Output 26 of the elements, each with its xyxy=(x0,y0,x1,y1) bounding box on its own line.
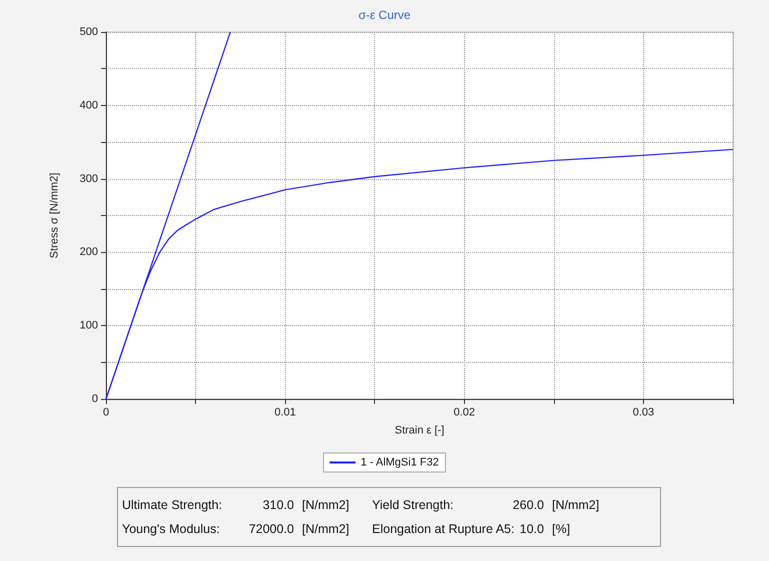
y-tick-label: 0 xyxy=(92,393,98,405)
legend-label: 1 - AlMgSi1 F32 xyxy=(360,456,439,468)
text: [N/mm2] xyxy=(552,498,600,512)
y-tick-label: 400 xyxy=(80,99,98,112)
text: [%] xyxy=(552,522,572,536)
x-tick-label: 0.03 xyxy=(632,406,654,418)
x-tick-label: 0 xyxy=(102,406,110,418)
text: Elongation at Rupture A5: xyxy=(372,522,514,536)
y-tick-label: 500 xyxy=(80,26,98,38)
x-tick-label: 0.01 xyxy=(274,406,296,418)
text: 260.0 xyxy=(512,498,545,512)
chart-title: σ-ε Curve xyxy=(358,8,411,22)
y-tick-label: 300 xyxy=(80,172,98,185)
x-axis-title: Strain ε [-] xyxy=(394,424,444,436)
text: 72000.0 xyxy=(248,522,295,536)
text: Young's Modulus: xyxy=(122,522,221,536)
text: Yield Strength: xyxy=(372,498,455,512)
text: 10.0 xyxy=(520,522,544,536)
text: Ultimate Strength: xyxy=(122,498,224,512)
text: 310.0 xyxy=(262,498,295,512)
y-axis-title: Stress σ [N/mm2] xyxy=(48,172,60,258)
y-tick-label: 100 xyxy=(80,320,98,332)
x-tick-label: 0.02 xyxy=(454,406,475,418)
y-tick-label: 200 xyxy=(80,246,98,258)
text: [N/mm2] xyxy=(302,498,350,512)
text: [N/mm2] xyxy=(302,522,350,536)
